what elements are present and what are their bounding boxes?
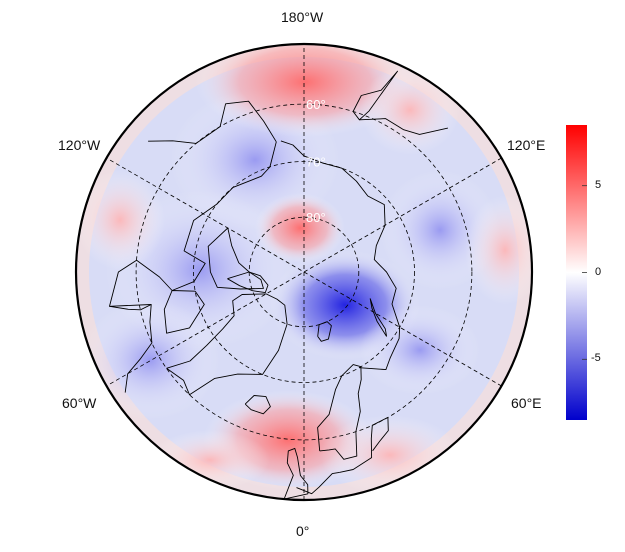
coast-hudson-east — [109, 304, 152, 311]
lon-label-upper-right: 120°E — [507, 137, 546, 153]
lon-label-lower-right: 60°E — [511, 395, 542, 411]
coast-europe-baltic — [339, 416, 389, 473]
coast-canadian-archipelago — [207, 227, 264, 290]
coast-europe-mainland — [296, 471, 340, 495]
lon-label-bottom: 0° — [296, 523, 310, 539]
anomaly-field — [76, 44, 532, 500]
coast-alaska-south — [148, 100, 277, 144]
lat-label-70: 70° — [306, 155, 326, 170]
lat-label-80: 80° — [306, 210, 326, 225]
coast-greenland — [166, 293, 288, 396]
coast-novaya-zemlya — [369, 298, 388, 337]
coast-north-america — [109, 141, 277, 393]
coast-okhotsk-coast — [359, 118, 448, 135]
graticule-lat-60 — [135, 103, 473, 441]
colorbar-tick-label: -5 — [591, 352, 601, 365]
graticule-meridian-120 — [106, 157, 502, 387]
map-boundary — [74, 42, 534, 502]
lon-label-upper-left: 120°W — [58, 137, 101, 153]
colorbar-tick-label: 5 — [595, 178, 602, 191]
coast-baffin — [163, 290, 205, 334]
coast-ellesmere — [227, 271, 269, 294]
colorbar — [566, 125, 587, 420]
coast-scandinavia — [317, 364, 362, 460]
coast-iceland — [244, 395, 271, 415]
coastlines — [109, 70, 448, 500]
colorbar-tick-label: 0 — [595, 265, 602, 278]
coast-uk — [283, 447, 309, 500]
latitude-labels: 60° 70° 80° — [306, 97, 326, 225]
graticule-lat-80 — [248, 216, 360, 328]
graticule — [106, 44, 502, 500]
graticule-meridian-60 — [106, 157, 502, 387]
lat-label-60: 60° — [306, 97, 326, 112]
lon-label-top: 180°W — [281, 9, 324, 25]
lon-label-lower-left: 60°W — [62, 395, 97, 411]
colorbar-gradient — [566, 125, 587, 420]
